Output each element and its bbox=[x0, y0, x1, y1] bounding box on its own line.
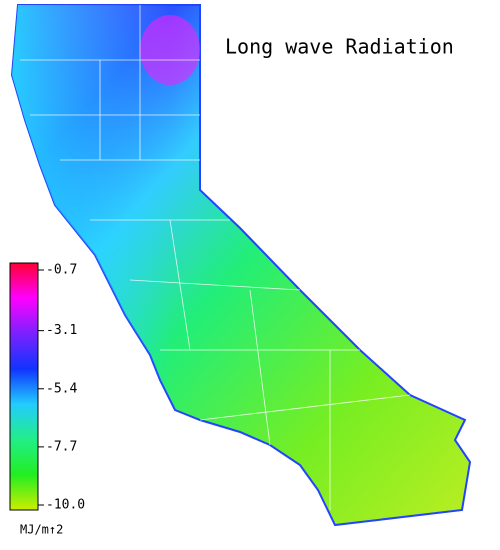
colorbar bbox=[9, 262, 39, 511]
colorbar-tick-label: -5.4 bbox=[46, 381, 77, 396]
colorbar-unit: MJ/m↑2 bbox=[20, 523, 63, 537]
map-title: Long wave Radiation bbox=[225, 35, 454, 59]
colorbar-tick-label: -0.7 bbox=[46, 263, 77, 278]
colorbar-tick-label: -10.0 bbox=[46, 498, 85, 513]
colorbar-tick-label: -3.1 bbox=[46, 323, 77, 338]
california-map bbox=[10, 4, 472, 527]
colorbar-tick-label: -7.7 bbox=[46, 439, 77, 454]
